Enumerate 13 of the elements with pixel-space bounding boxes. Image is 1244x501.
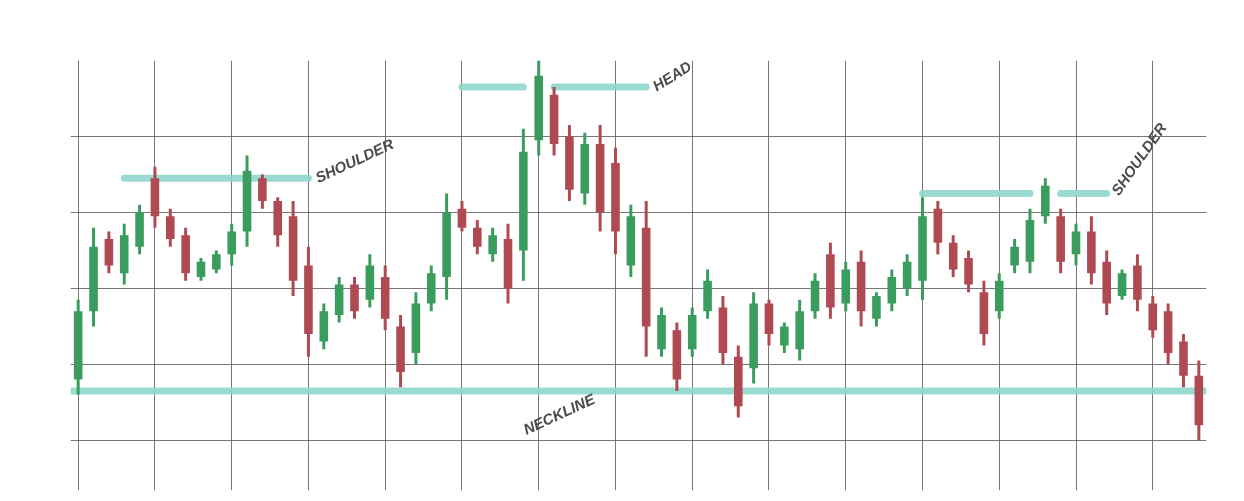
candlestick [1010,239,1019,275]
candlestick [258,174,267,209]
candlestick [227,222,236,266]
candlestick [165,208,175,247]
candlestick [457,201,467,232]
candlestick [872,292,881,327]
candlestick [473,220,482,256]
candlestick [488,227,497,262]
candlestick [1071,222,1081,266]
candlestick [1117,269,1127,300]
candlestick [780,322,789,353]
candlestick [196,258,206,281]
candlestick [212,250,221,275]
